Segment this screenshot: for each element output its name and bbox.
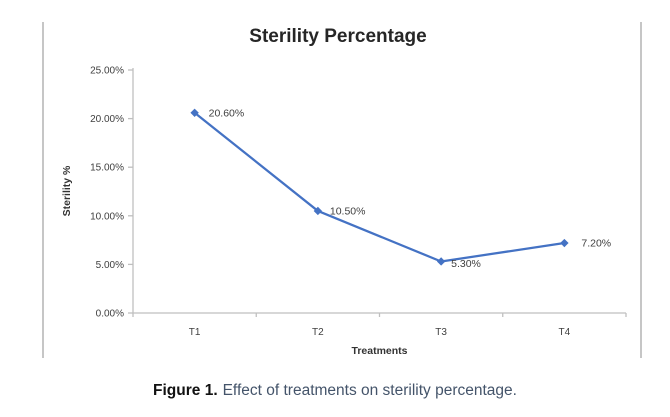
series-line [193, 111, 566, 263]
data-point-label: 5.30% [451, 258, 481, 270]
x-axis-title: Treatments [351, 345, 408, 357]
data-point-label: 7.20% [581, 238, 611, 250]
y-axis-tick-label: 0.00% [96, 309, 124, 320]
y-axis-title: Sterility % [61, 165, 73, 217]
data-point-label: 10.50% [330, 205, 366, 217]
y-axis-tick-label: 10.00% [90, 211, 124, 222]
data-point-marker [436, 257, 446, 266]
data-point-marker [560, 238, 569, 248]
figure-caption-label: Figure 1. [153, 382, 218, 399]
x-category-label: T4 [559, 327, 571, 338]
y-axis-tick-label: 20.00% [90, 114, 124, 125]
x-category-label: T3 [435, 327, 447, 338]
data-point-marker [190, 108, 199, 117]
x-category-label: T2 [312, 327, 324, 338]
y-axis-tick-label: 5.00% [96, 260, 124, 271]
figure-caption-text: Effect of treatments on sterility percen… [222, 382, 517, 399]
data-point-label: 20.60% [209, 107, 245, 119]
chart-title: Sterility Percentage [249, 26, 427, 47]
y-axis-tick-label: 25.00% [90, 66, 124, 77]
chart-frame [42, 22, 642, 358]
data-point-marker [313, 206, 323, 216]
y-axis-tick-label: 15.00% [90, 163, 124, 174]
x-category-label: T1 [189, 327, 201, 338]
figure-caption: Figure 1. Effect of treatments on sterili… [0, 381, 670, 401]
